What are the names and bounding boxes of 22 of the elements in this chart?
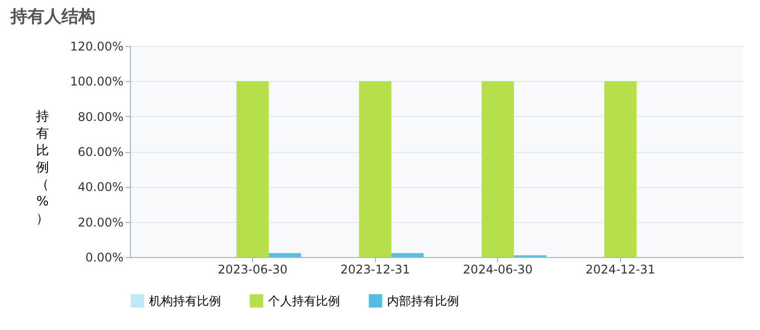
y-tick-label: 40.00%	[78, 180, 124, 194]
y-tick-label: 120.00%	[70, 40, 124, 54]
y-tick-label: 60.00%	[78, 145, 124, 159]
chart-title: 持有人结构	[10, 7, 96, 27]
bar	[391, 253, 424, 257]
x-tick-label: 2024-06-30	[462, 262, 533, 276]
bar	[268, 253, 301, 257]
y-tick-label: 80.00%	[78, 110, 124, 124]
bar	[359, 81, 392, 257]
y-axis-title: 持有比例（%）	[36, 110, 49, 226]
y-tick-label: 100.00%	[70, 74, 124, 89]
bar	[482, 81, 514, 257]
x-tick-label: 2023-06-30	[218, 262, 288, 276]
y-tick-label: 0.00%	[85, 250, 124, 264]
x-tick-label: 2024-12-31	[586, 262, 656, 276]
legend-label: 个人持有比例	[268, 294, 340, 308]
legend-label: 内部持有比例	[387, 294, 459, 308]
x-tick-label: 2023-12-31	[340, 262, 410, 276]
bar	[236, 81, 269, 257]
legend-label: 机构持有比例	[149, 294, 221, 308]
y-tick-label: 20.00%	[78, 215, 124, 230]
bar	[604, 81, 637, 257]
